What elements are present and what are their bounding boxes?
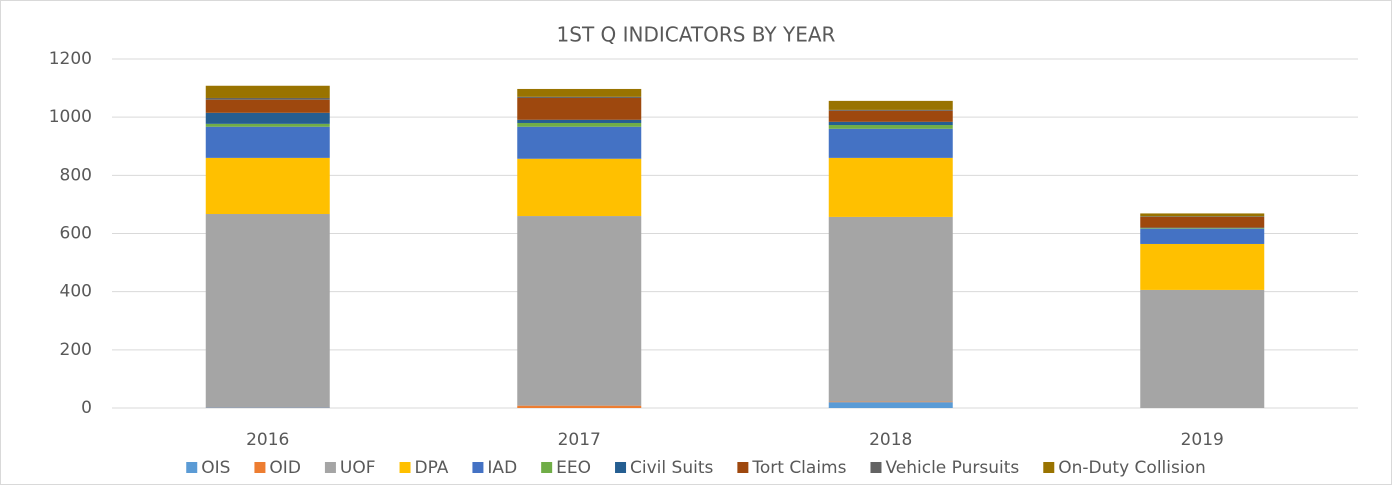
bar-segment (517, 119, 642, 123)
bar-segment (205, 85, 330, 98)
chart-title: 1ST Q INDICATORS BY YEAR (557, 23, 836, 47)
legend-label: OID (269, 458, 301, 478)
bar-segment (517, 97, 642, 120)
bar-segment (828, 401, 953, 403)
legend-label: OIS (201, 458, 230, 478)
y-tick-label: 600 (60, 224, 92, 244)
bar-segment (205, 126, 330, 158)
bar-segment (205, 112, 330, 124)
bar-segment (828, 216, 953, 402)
legend-label: DPA (415, 458, 449, 478)
bar-segment (828, 128, 953, 158)
bar-segment (1140, 213, 1265, 217)
legend-label: Vehicle Pursuits (885, 458, 1019, 478)
bar-segment (517, 122, 642, 127)
y-tick-label: 1000 (49, 107, 92, 127)
y-tick-label: 800 (60, 165, 92, 185)
bar-segment (517, 216, 642, 406)
x-tick-label: 2019 (1181, 430, 1224, 450)
y-tick-label: 200 (60, 340, 92, 360)
bar-segment (205, 123, 330, 127)
bar-segment (517, 96, 642, 98)
legend-swatch (186, 462, 198, 473)
bar-segment (205, 97, 330, 100)
legend-swatch (615, 462, 627, 473)
legend-swatch (1043, 462, 1055, 473)
y-tick-label: 0 (81, 398, 92, 418)
legend-swatch (870, 462, 882, 473)
bar-segment (1140, 227, 1265, 229)
bar-segment (205, 407, 330, 408)
bar-segment (517, 405, 642, 408)
x-tick-label: 2018 (869, 430, 912, 450)
legend-swatch (324, 462, 336, 473)
bar-segment (828, 100, 953, 110)
legend-swatch (541, 462, 553, 473)
bar-segment (205, 99, 330, 113)
bar-segment (828, 121, 953, 126)
bar-segment (517, 158, 642, 217)
bar-segment (1140, 228, 1265, 229)
bar-segment (828, 109, 953, 111)
legend-label: EEO (556, 458, 591, 478)
bar-segment (828, 125, 953, 129)
legend-swatch (737, 462, 749, 473)
legend-label: IAD (487, 458, 517, 478)
y-tick-label: 1200 (49, 49, 92, 69)
bar-segment (1140, 243, 1265, 290)
legend-label: On-Duty Collision (1058, 458, 1205, 478)
bar-segment (828, 157, 953, 217)
legend-label: Tort Claims (751, 458, 846, 478)
x-tick-label: 2016 (246, 430, 289, 450)
bar-segment (205, 214, 330, 408)
bar-segment (517, 126, 642, 159)
legend-swatch (472, 462, 484, 473)
bar-segment (517, 88, 642, 97)
bar-segment (1140, 289, 1265, 408)
x-tick-label: 2017 (558, 430, 601, 450)
bar-segment (828, 110, 953, 122)
bar-segment (1140, 228, 1265, 244)
legend-label: UOF (340, 458, 376, 478)
legend-swatch (254, 462, 266, 473)
legend-label: Civil Suits (630, 458, 713, 478)
bar-segment (828, 402, 953, 408)
y-tick-label: 400 (60, 282, 92, 302)
legend-swatch (399, 462, 411, 473)
bar-segment (205, 157, 330, 215)
bar-segment (1140, 216, 1265, 228)
bar-segment (1140, 216, 1265, 217)
